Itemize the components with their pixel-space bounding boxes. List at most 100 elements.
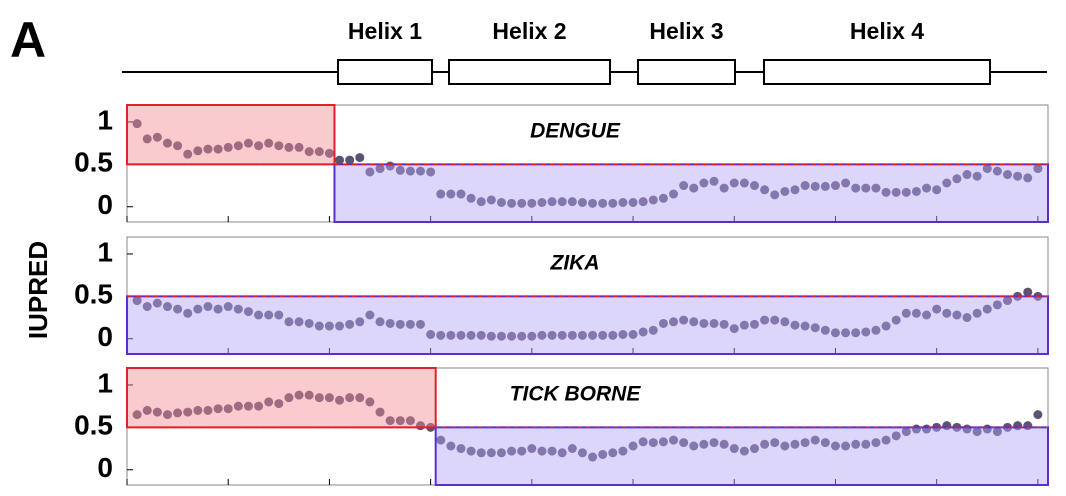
data-point <box>972 171 982 181</box>
data-point <box>598 449 608 459</box>
data-point <box>962 313 972 323</box>
data-point <box>830 441 840 451</box>
data-point <box>841 441 851 451</box>
data-point <box>780 441 790 451</box>
data-point <box>456 444 466 454</box>
data-point <box>152 407 162 417</box>
data-point <box>395 319 405 329</box>
data-point <box>830 328 840 338</box>
data-point <box>547 446 557 456</box>
data-point <box>274 399 284 409</box>
data-point <box>739 446 749 456</box>
data-point <box>294 142 304 152</box>
data-point <box>800 321 810 331</box>
y-tick-label: 1 <box>97 236 113 267</box>
helix-label: Helix 1 <box>348 18 422 44</box>
shaded-region <box>126 104 336 166</box>
data-point <box>932 304 942 314</box>
data-point <box>304 390 314 400</box>
data-point <box>679 438 689 448</box>
data-point <box>557 197 567 207</box>
data-point <box>648 438 658 448</box>
data-point <box>132 296 142 306</box>
data-point <box>790 320 800 330</box>
data-point <box>456 330 466 340</box>
data-point <box>851 328 861 338</box>
data-point <box>669 435 679 445</box>
data-point <box>982 164 992 174</box>
data-point <box>375 407 385 417</box>
shaded-region <box>434 426 1049 487</box>
data-point <box>162 410 172 420</box>
data-point <box>719 183 729 193</box>
data-point <box>142 134 152 144</box>
data-point <box>628 330 638 339</box>
data-point <box>760 315 770 325</box>
data-point <box>405 319 415 329</box>
data-point <box>385 416 395 426</box>
data-point <box>901 427 911 437</box>
y-tick-label: 0.5 <box>74 147 113 178</box>
data-point <box>881 435 891 445</box>
data-point <box>456 189 466 199</box>
data-point <box>405 166 415 176</box>
data-point <box>365 397 375 407</box>
data-point <box>436 330 446 340</box>
data-point <box>173 304 183 314</box>
helix-box <box>448 59 611 85</box>
data-point <box>780 317 790 327</box>
data-point <box>416 166 426 176</box>
data-point <box>264 310 274 320</box>
data-point <box>345 319 355 329</box>
data-point <box>547 330 557 340</box>
data-point <box>557 448 567 458</box>
data-point <box>830 181 840 191</box>
panel-title: DENGUE <box>530 120 621 143</box>
data-point <box>385 318 395 328</box>
data-point <box>658 193 668 203</box>
data-point <box>719 319 729 329</box>
helix-label: Helix 4 <box>850 18 924 44</box>
data-point <box>324 393 334 403</box>
data-point <box>254 310 264 320</box>
data-point <box>537 198 547 207</box>
data-point <box>496 198 506 207</box>
data-point <box>395 416 405 426</box>
data-point <box>739 178 749 188</box>
data-point <box>233 141 243 151</box>
data-point <box>203 302 213 312</box>
data-point <box>669 317 679 327</box>
data-point <box>841 178 851 188</box>
data-point <box>152 132 162 142</box>
data-point <box>567 330 577 340</box>
data-point <box>851 183 861 193</box>
data-point <box>749 181 759 191</box>
data-point <box>942 178 952 188</box>
data-point <box>588 330 598 340</box>
data-point <box>446 330 456 340</box>
data-point <box>729 178 739 188</box>
data-point <box>294 390 304 400</box>
data-point <box>476 330 486 340</box>
data-point <box>932 185 942 195</box>
data-point <box>183 407 193 417</box>
data-point <box>810 323 820 333</box>
data-point <box>699 439 709 449</box>
data-point <box>901 187 911 197</box>
data-point <box>699 178 709 188</box>
data-point <box>335 321 345 331</box>
y-tick-label: 0 <box>97 321 113 352</box>
data-point <box>739 320 749 330</box>
data-point <box>365 167 375 177</box>
data-point <box>709 318 719 328</box>
data-point <box>911 308 921 318</box>
data-point <box>679 315 689 325</box>
shaded-region <box>126 295 1049 356</box>
data-point <box>264 397 274 407</box>
data-point <box>223 404 233 414</box>
data-point <box>790 439 800 449</box>
data-point <box>152 298 162 308</box>
data-point <box>527 331 537 341</box>
data-point <box>780 186 790 196</box>
data-point <box>749 444 759 454</box>
